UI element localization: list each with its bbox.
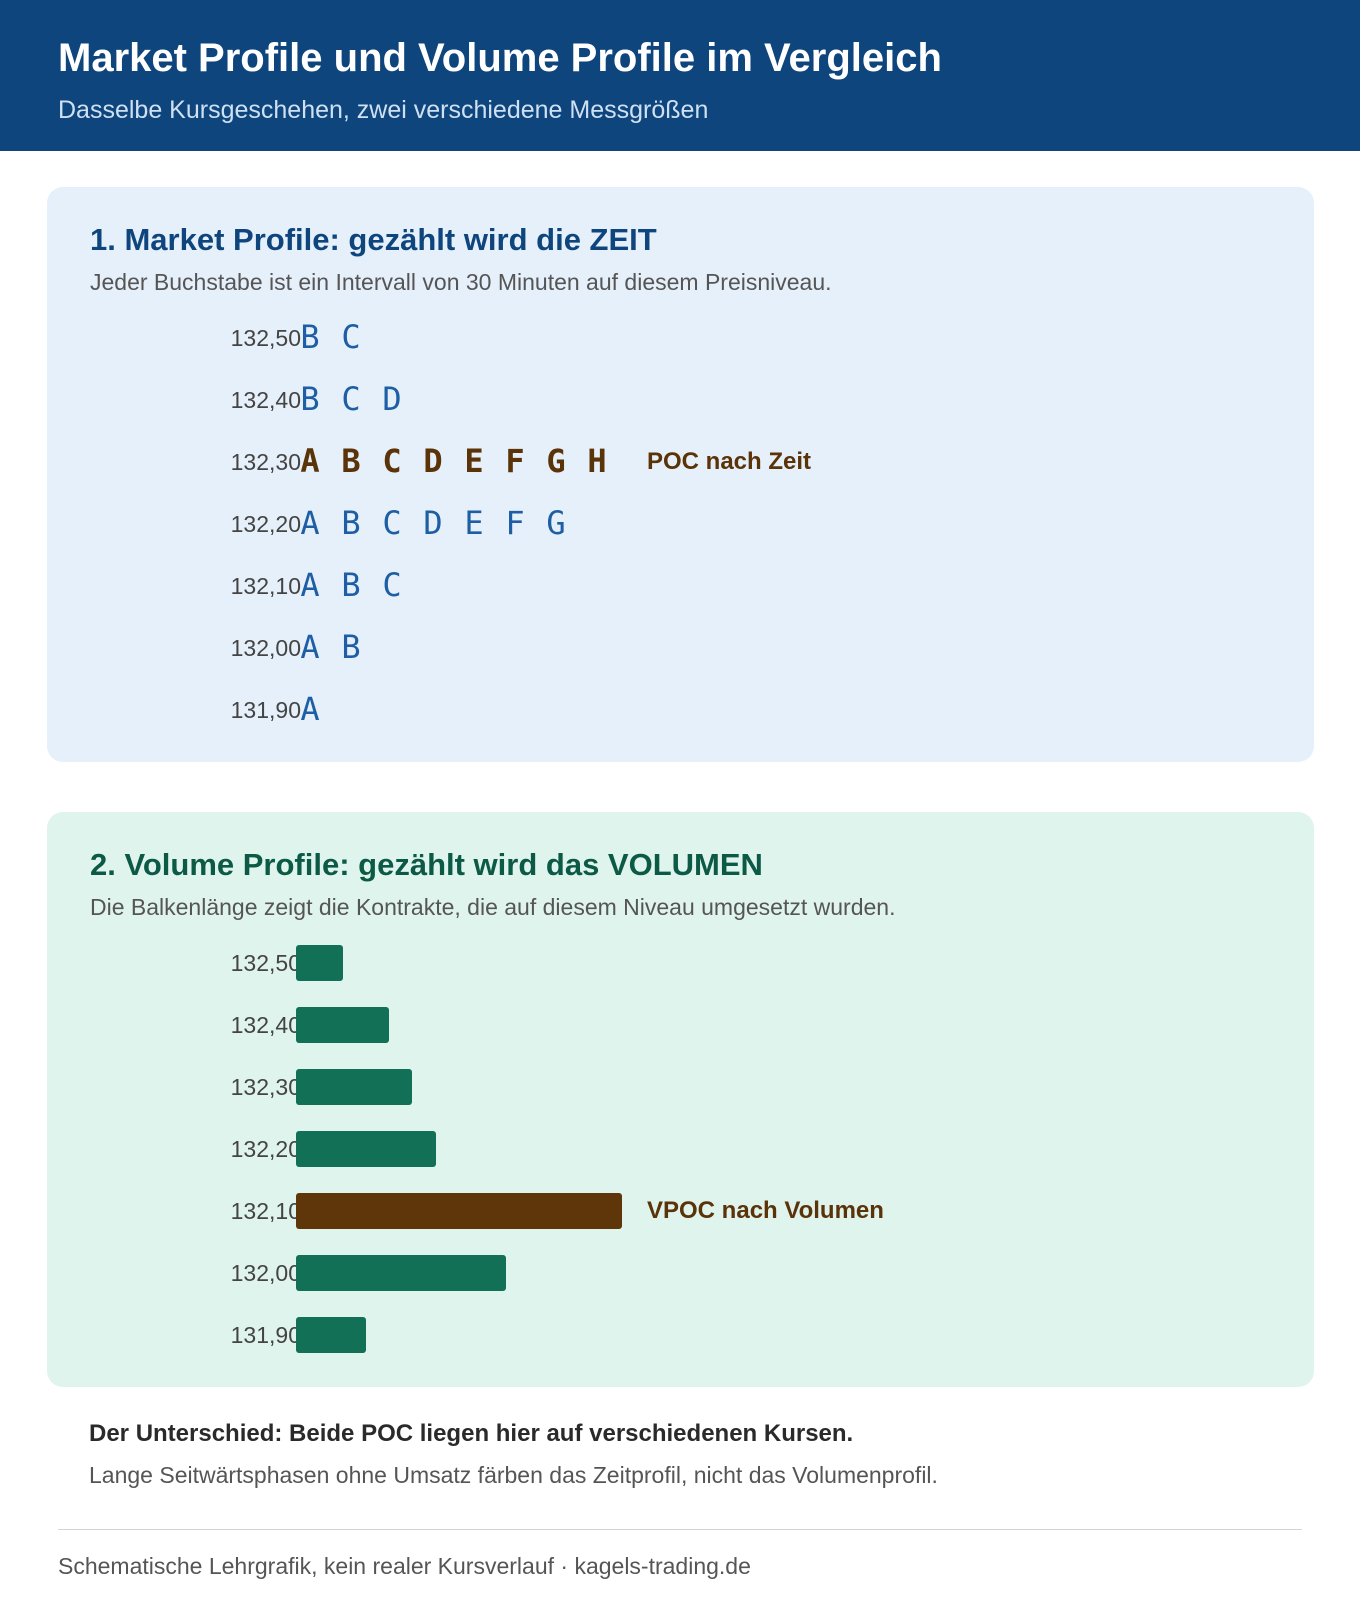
volume-bar <box>296 1069 412 1105</box>
volume-bar <box>296 1317 366 1353</box>
price-label: 132,20 <box>230 1136 301 1162</box>
tpo-letter: C <box>341 318 361 356</box>
tpo-letter: B <box>341 628 361 666</box>
tpo-letter: B <box>300 318 320 356</box>
price-label: 132,30 <box>230 449 301 475</box>
price-label: 131,90 <box>230 1322 301 1348</box>
tpo-letter: F <box>505 442 525 480</box>
tpo-row: 132,30 A B C D E F G H POC nach Zeit <box>47 431 1314 493</box>
volume-bar-poc <box>296 1193 622 1229</box>
price-label: 131,90 <box>230 697 301 723</box>
tpo-letter: D <box>423 504 443 542</box>
vpoc-volume-label: VPOC nach Volumen <box>647 1197 884 1224</box>
page-title: Market Profile und Volume Profile im Ver… <box>58 36 942 80</box>
price-label: 132,20 <box>230 511 301 537</box>
tpo-letter: B <box>341 566 361 604</box>
tpo-letter: D <box>382 380 402 418</box>
market-profile-description: Jeder Buchstabe ist ein Intervall von 30… <box>90 269 832 295</box>
tpo-letter: A <box>300 690 320 728</box>
volume-row: 132,50 <box>47 932 1314 994</box>
footer-divider <box>58 1529 1302 1530</box>
tpo-row: 132,50 B C <box>47 307 1314 369</box>
market-profile-panel: 1. Market Profile: gezählt wird die ZEIT… <box>47 187 1314 762</box>
tpo-row: 132,10 A B C <box>47 555 1314 617</box>
price-label: 132,00 <box>230 635 301 661</box>
price-label: 132,40 <box>230 387 301 413</box>
price-label: 132,00 <box>230 1260 301 1286</box>
tpo-letter: G <box>546 504 566 542</box>
price-label: 132,10 <box>230 573 301 599</box>
tpo-letter: F <box>505 504 525 542</box>
tpo-letter: B <box>300 380 320 418</box>
tpo-letter: B <box>341 504 361 542</box>
volume-row: 132,30 <box>47 1056 1314 1118</box>
volume-bar <box>296 1131 436 1167</box>
tpo-letter: E <box>464 504 484 542</box>
price-label: 132,40 <box>230 1012 301 1038</box>
volume-profile-description: Die Balkenlänge zeigt die Kontrakte, die… <box>90 894 896 920</box>
page-header: Market Profile und Volume Profile im Ver… <box>0 0 1360 151</box>
volume-row: 132,40 <box>47 994 1314 1056</box>
tpo-letter: C <box>341 380 361 418</box>
tpo-letter: D <box>423 442 443 480</box>
volume-bar <box>296 1255 506 1291</box>
volume-profile-panel: 2. Volume Profile: gezählt wird das VOLU… <box>47 812 1314 1387</box>
price-label: 132,10 <box>230 1198 301 1224</box>
tpo-letter: G <box>546 442 566 480</box>
tpo-letter: A <box>300 504 320 542</box>
page-subtitle: Dasselbe Kursgeschehen, zwei verschieden… <box>58 96 709 124</box>
market-profile-title: 1. Market Profile: gezählt wird die ZEIT <box>90 222 657 257</box>
volume-row: 132,20 <box>47 1118 1314 1180</box>
tpo-letter: H <box>587 442 607 480</box>
tpo-letter: C <box>382 566 402 604</box>
summary-text: Lange Seitwärtsphasen ohne Umsatz färben… <box>89 1462 938 1488</box>
tpo-letter: B <box>341 442 361 480</box>
poc-time-label: POC nach Zeit <box>647 448 812 475</box>
tpo-letter: C <box>382 504 402 542</box>
footer-note: Schematische Lehrgrafik, kein realer Kur… <box>58 1553 751 1579</box>
summary-title: Der Unterschied: Beide POC liegen hier a… <box>89 1420 854 1447</box>
price-label: 132,30 <box>230 1074 301 1100</box>
volume-profile-title: 2. Volume Profile: gezählt wird das VOLU… <box>90 847 763 882</box>
tpo-letter: A <box>300 628 320 666</box>
volume-bar <box>296 1007 389 1043</box>
tpo-row: 132,20 A B C D E F G <box>47 493 1314 555</box>
tpo-row: 132,00 A B <box>47 617 1314 679</box>
volume-row: 131,90 <box>47 1304 1314 1366</box>
tpo-letter: E <box>464 442 484 480</box>
tpo-letter: A <box>300 566 320 604</box>
volume-row: 132,00 <box>47 1242 1314 1304</box>
tpo-letter: C <box>382 442 402 480</box>
tpo-letter: A <box>300 442 320 480</box>
price-label: 132,50 <box>230 325 301 351</box>
volume-row: 132,10 VPOC nach Volumen <box>47 1180 1314 1242</box>
price-label: 132,50 <box>230 950 301 976</box>
volume-bar <box>296 945 343 981</box>
tpo-row: 131,90 A <box>47 679 1314 741</box>
tpo-row: 132,40 B C D <box>47 369 1314 431</box>
